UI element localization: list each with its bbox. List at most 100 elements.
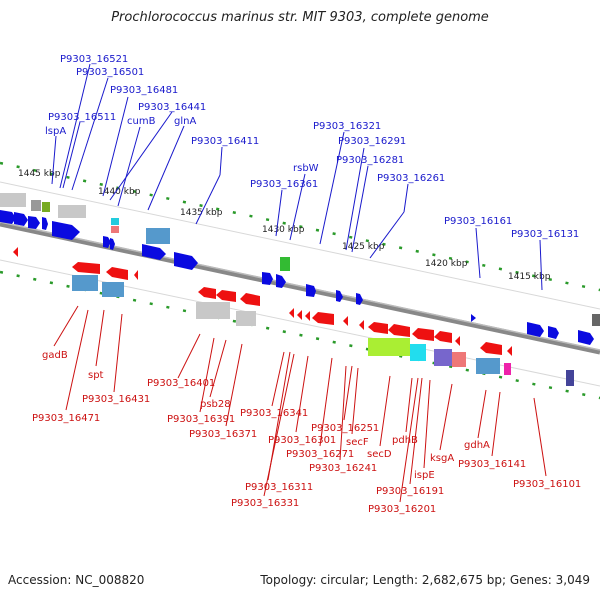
gene-label[interactable]: P9303_16391 xyxy=(167,414,235,425)
forward-gene xyxy=(142,244,166,260)
reverse-gene xyxy=(297,310,302,320)
gene-label[interactable]: P9303_16321 xyxy=(313,121,381,132)
feature-box xyxy=(452,352,466,367)
feature-box xyxy=(102,282,124,297)
genome-backbone-highlight xyxy=(0,221,600,351)
gene-label[interactable]: P9303_16291 xyxy=(338,136,406,147)
forward-gene xyxy=(110,238,115,250)
feature-box xyxy=(31,200,41,211)
reverse-gene xyxy=(13,247,18,257)
gene-label[interactable]: P9303_16501 xyxy=(76,67,144,78)
reverse-gene xyxy=(72,262,100,274)
gene-label[interactable]: spt xyxy=(88,370,104,381)
gene-label[interactable]: P9303_16361 xyxy=(250,179,318,190)
feature-box xyxy=(111,226,119,233)
feature-box xyxy=(566,370,574,386)
forward-gene xyxy=(103,236,111,248)
reverse-gene xyxy=(480,342,502,355)
gene-label[interactable]: P9303_16191 xyxy=(376,486,444,497)
scale-label: 1445 kbp xyxy=(18,169,61,179)
feature-box xyxy=(592,314,600,326)
scale-label: 1440 kbp xyxy=(98,187,141,197)
gene-label[interactable]: P9303_16471 xyxy=(32,413,100,424)
gene-label[interactable]: secF xyxy=(346,437,369,448)
lower-scale-track xyxy=(0,270,600,400)
gene-label[interactable]: P9303_16271 xyxy=(286,449,354,460)
reverse-feature-boxes xyxy=(72,275,574,386)
gene-label[interactable]: P9303_16521 xyxy=(60,54,128,65)
reverse-gene xyxy=(289,308,294,318)
gene-label[interactable]: lspA xyxy=(45,126,66,137)
gene-label[interactable]: P9303_16441 xyxy=(138,102,206,113)
gene-label[interactable]: ispE xyxy=(414,470,435,481)
gene-label[interactable]: P9303_16371 xyxy=(189,429,257,440)
accession-text: Accession: NC_008820 xyxy=(8,573,145,587)
gene-label[interactable]: P9303_16201 xyxy=(368,504,436,515)
gene-label[interactable]: gdhA xyxy=(464,440,490,451)
feature-box xyxy=(504,363,511,375)
scale-label: 1425 kbp xyxy=(342,242,385,252)
feature-box xyxy=(410,344,426,361)
gene-label[interactable]: P9303_16511 xyxy=(48,112,116,123)
gene-label[interactable]: P9303_16261 xyxy=(377,173,445,184)
reverse-gene xyxy=(240,293,260,306)
gene-label[interactable]: P9303_16161 xyxy=(444,216,512,227)
reverse-label-leaders xyxy=(53,305,547,503)
scale-label: 1430 kbp xyxy=(262,225,305,235)
gene-label[interactable]: P9303_16241 xyxy=(309,463,377,474)
gene-label[interactable]: P9303_16281 xyxy=(336,155,404,166)
gene-label[interactable]: P9303_16141 xyxy=(458,459,526,470)
gene-label[interactable]: secD xyxy=(367,449,392,460)
forward-strand-genes xyxy=(0,210,594,345)
forward-gene xyxy=(52,221,80,240)
gene-label[interactable]: P9303_16251 xyxy=(311,423,379,434)
reverse-labels: gadB spt P9303_16471 P9303_16431 P9303_1… xyxy=(32,350,581,515)
reverse-gene xyxy=(134,270,138,280)
forward-gene xyxy=(42,217,48,230)
reverse-gene xyxy=(412,328,434,341)
upper-band-edge xyxy=(0,181,600,310)
topology-text: Topology: circular; Length: 2,682,675 bp… xyxy=(260,573,590,587)
gene-label[interactable]: ksgA xyxy=(430,453,454,464)
feature-box xyxy=(0,193,26,207)
forward-gene xyxy=(276,274,286,288)
gene-label[interactable]: pdhB xyxy=(392,435,418,446)
gene-label[interactable]: P9303_16481 xyxy=(110,85,178,96)
forward-gene xyxy=(336,290,343,302)
feature-box xyxy=(196,302,230,319)
gene-label[interactable]: gadB xyxy=(42,350,68,361)
gene-label[interactable]: psb28 xyxy=(200,399,231,410)
upper-scale-track xyxy=(0,161,600,292)
gene-label[interactable]: P9303_16311 xyxy=(245,482,313,493)
reverse-gene xyxy=(455,336,460,346)
map-title: Prochlorococcus marinus str. MIT 9303, c… xyxy=(111,10,489,25)
reverse-gene xyxy=(106,267,128,280)
gene-label[interactable]: P9303_16101 xyxy=(513,479,581,490)
gene-label[interactable]: P9303_16301 xyxy=(268,435,336,446)
reverse-gene xyxy=(388,324,410,337)
gene-label[interactable]: P9303_16431 xyxy=(82,394,150,405)
feature-box xyxy=(434,349,452,366)
gene-label[interactable]: P9303_16401 xyxy=(147,378,215,389)
scale-label: 1420 kbp xyxy=(425,259,468,269)
forward-gene xyxy=(306,284,316,297)
feature-box xyxy=(146,228,170,244)
gene-label[interactable]: rsbW xyxy=(293,163,319,174)
gene-label[interactable]: P9303_16411 xyxy=(191,136,259,147)
gene-label[interactable]: P9303_16341 xyxy=(240,408,308,419)
gene-label[interactable]: cumB xyxy=(127,116,156,127)
forward-gene xyxy=(0,210,16,224)
gene-label[interactable]: P9303_16131 xyxy=(511,229,579,240)
forward-labels: P9303_16521 P9303_16501 P9303_16481 P930… xyxy=(45,54,579,240)
reverse-gene xyxy=(343,316,348,326)
gene-label[interactable]: P9303_16331 xyxy=(231,498,299,509)
forward-gene xyxy=(262,272,273,285)
reverse-strand-genes xyxy=(13,247,512,356)
reverse-gene xyxy=(507,346,512,356)
feature-box xyxy=(476,358,500,374)
gene-label[interactable]: glnA xyxy=(174,116,196,127)
forward-gene xyxy=(578,330,594,345)
feature-box xyxy=(236,311,256,326)
feature-box xyxy=(58,205,86,218)
